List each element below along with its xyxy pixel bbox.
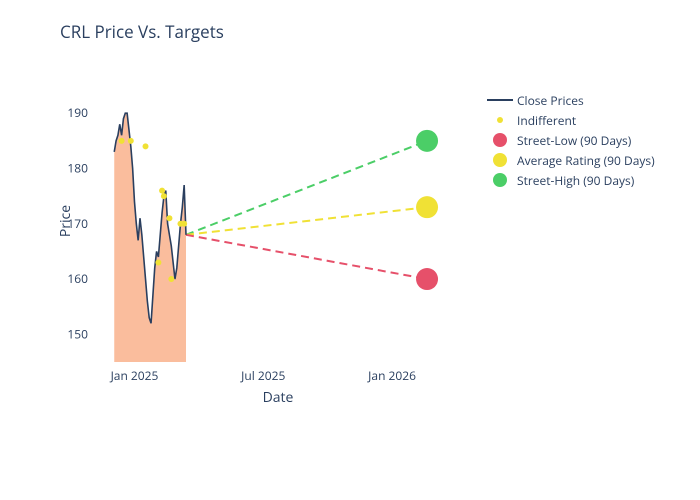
legend-label: Street-Low (90 Days) [515, 132, 631, 149]
svg-text:160: 160 [67, 270, 88, 287]
legend-swatch-big-dot [485, 132, 515, 148]
legend-swatch-big-dot [485, 152, 515, 168]
price-area-fill [114, 113, 186, 362]
svg-text:Jul 2025: Jul 2025 [240, 367, 285, 384]
legend-item-average-rating[interactable]: Average Rating (90 Days) [485, 150, 655, 170]
legend-label: Street-High (90 Days) [515, 172, 634, 189]
svg-text:180: 180 [67, 159, 88, 176]
legend-swatch-dot [485, 114, 515, 126]
legend-item-street-low[interactable]: Street-Low (90 Days) [485, 130, 655, 150]
chart-container: CRL Price Vs. Targets 150160170180190 Ja… [0, 0, 700, 500]
legend-label: Average Rating (90 Days) [515, 152, 655, 169]
chart-title: CRL Price Vs. Targets [60, 20, 224, 43]
x-axis-title: Date [263, 388, 294, 407]
legend-swatch-big-dot [485, 172, 515, 188]
svg-text:190: 190 [67, 104, 88, 121]
y-axis-title: Price [60, 205, 75, 237]
legend: Close Prices Indifferent Street-Low (90 … [485, 90, 655, 190]
svg-text:150: 150 [67, 325, 88, 342]
svg-text:Jan 2026: Jan 2026 [367, 367, 416, 384]
legend-item-indifferent[interactable]: Indifferent [485, 110, 655, 130]
target-lines [186, 130, 438, 290]
legend-item-street-high[interactable]: Street-High (90 Days) [485, 170, 655, 190]
plot-area: 150160170180190 Jan 2025Jul 2025Jan 2026… [60, 70, 470, 410]
x-axis: Jan 2025 Jul 2025 Jan 2026 [110, 367, 417, 384]
legend-label: Indifferent [515, 112, 576, 129]
legend-item-close-prices[interactable]: Close Prices [485, 90, 655, 110]
legend-label: Close Prices [515, 92, 584, 109]
svg-text:Jan 2025: Jan 2025 [110, 367, 159, 384]
legend-swatch-line [485, 94, 515, 106]
